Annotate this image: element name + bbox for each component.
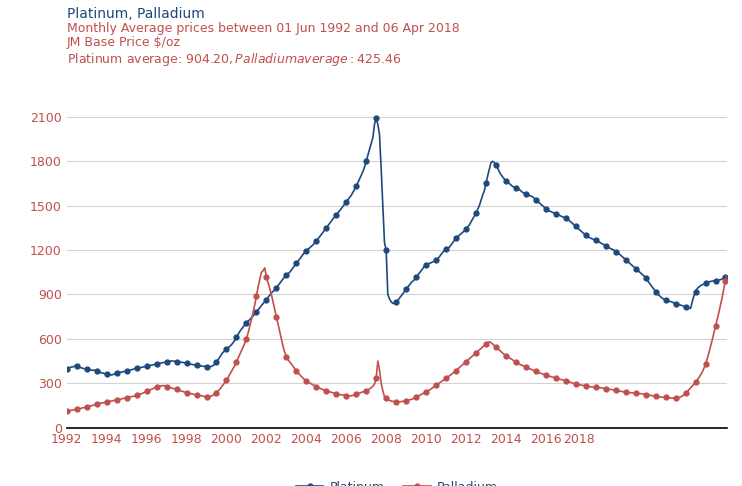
Palladium	[580, 383, 588, 389]
Platinum	[372, 116, 381, 122]
Platinum	[448, 240, 457, 245]
Text: Platinum, Palladium: Platinum, Palladium	[67, 7, 205, 21]
Palladium	[410, 395, 419, 401]
Line: Platinum: Platinum	[65, 116, 729, 378]
Palladium	[430, 383, 439, 389]
Palladium	[62, 408, 71, 414]
Platinum	[62, 366, 71, 372]
Platinum	[723, 273, 732, 279]
Platinum	[384, 292, 393, 297]
Legend: Platinum, Palladium: Platinum, Palladium	[291, 476, 503, 486]
Text: JM Base Price $/oz: JM Base Price $/oz	[67, 36, 181, 50]
Palladium	[266, 286, 275, 292]
Platinum	[581, 232, 590, 238]
Palladium	[381, 395, 390, 401]
Platinum	[108, 372, 116, 378]
Palladium	[723, 273, 732, 279]
Text: Monthly Average prices between 01 Jun 1992 and 06 Apr 2018: Monthly Average prices between 01 Jun 19…	[67, 22, 459, 35]
Platinum	[412, 275, 421, 280]
Platinum	[266, 292, 275, 298]
Line: Palladium: Palladium	[65, 265, 729, 414]
Palladium	[260, 265, 269, 271]
Text: Platinum average: $904.20, Palladium average: $425.46: Platinum average: $904.20, Palladium ave…	[67, 51, 401, 68]
Palladium	[447, 372, 456, 378]
Platinum	[432, 258, 441, 263]
